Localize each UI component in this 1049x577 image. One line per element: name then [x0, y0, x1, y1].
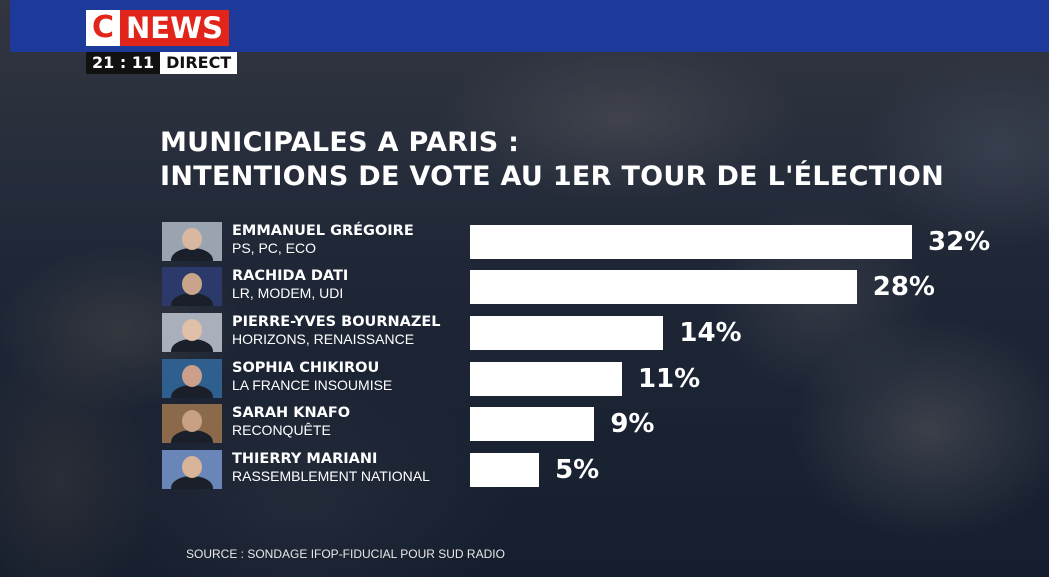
- candidate-name: RACHIDA DATI: [232, 268, 349, 284]
- chart-row: RACHIDA DATI LR, MODEM, UDI 28%: [0, 267, 1049, 311]
- candidate-photo-body: [171, 293, 213, 306]
- chart-bar: [470, 407, 595, 441]
- candidate-photo-body: [171, 248, 213, 261]
- candidate-photo-head: [182, 365, 202, 387]
- candidate-name: PIERRE-YVES BOURNAZEL: [232, 314, 441, 330]
- bar-value-label: 28%: [872, 272, 935, 302]
- cnews-logo: C NEWS: [86, 10, 229, 46]
- bar-value-label: 5%: [555, 455, 600, 485]
- candidate-name: SOPHIA CHIKIROU: [232, 360, 380, 376]
- candidate-party: HORIZONS, RENAISSANCE: [232, 331, 415, 347]
- chart-bar: [470, 453, 540, 487]
- candidate-party: LR, MODEM, UDI: [232, 285, 344, 301]
- logo-c: C: [86, 10, 120, 46]
- candidate-photo: [162, 313, 222, 352]
- candidate-name: THIERRY MARIANI: [232, 451, 378, 467]
- chart-row: SOPHIA CHIKIROU LA FRANCE INSOUMISE 11%: [0, 359, 1049, 403]
- candidate-photo-head: [182, 228, 202, 250]
- chart-row: SARAH KNAFO RECONQUÊTE 9%: [0, 404, 1049, 448]
- candidate-photo-body: [171, 430, 213, 443]
- candidate-name: EMMANUEL GRÉGOIRE: [232, 223, 414, 239]
- bar-value-label: 14%: [679, 318, 742, 348]
- candidate-photo-body: [171, 339, 213, 352]
- logo-news: NEWS: [120, 10, 229, 46]
- candidate-party: PS, PC, ECO: [232, 240, 317, 256]
- chart-bar: [470, 362, 622, 396]
- title-line-1: MUNICIPALES A PARIS :: [160, 127, 520, 158]
- candidate-photo-body: [171, 476, 213, 489]
- candidate-photo-body: [171, 385, 213, 398]
- candidate-photo: [162, 222, 222, 261]
- chart-bar: [470, 316, 664, 350]
- live-label: DIRECT: [160, 52, 238, 74]
- candidate-party: LA FRANCE INSOUMISE: [232, 377, 393, 393]
- chart-row: THIERRY MARIANI RASSEMBLEMENT NATIONAL 5%: [0, 450, 1049, 494]
- bar-value-label: 9%: [610, 409, 655, 439]
- candidate-photo-head: [182, 319, 202, 341]
- candidate-photo: [162, 404, 222, 443]
- candidate-photo-head: [182, 410, 202, 432]
- bar-value-label: 32%: [928, 227, 991, 257]
- candidate-party: RECONQUÊTE: [232, 422, 331, 438]
- candidate-photo: [162, 359, 222, 398]
- chart-bar: [470, 225, 912, 259]
- candidate-name: SARAH KNAFO: [232, 405, 351, 421]
- source-note: SOURCE : SONDAGE IFOP-FIDUCIAL POUR SUD …: [186, 547, 505, 561]
- live-clock: 21 : 11 DIRECT: [86, 52, 238, 74]
- title-line-2: INTENTIONS DE VOTE AU 1ER TOUR DE L'ÉLEC…: [160, 161, 944, 192]
- candidate-photo-head: [182, 273, 202, 295]
- chart-bar: [470, 270, 857, 304]
- chart-row: PIERRE-YVES BOURNAZEL HORIZONS, RENAISSAN…: [0, 313, 1049, 357]
- bar-value-label: 11%: [637, 364, 701, 394]
- chart-title: MUNICIPALES A PARIS : INTENTIONS DE VOTE…: [160, 126, 944, 194]
- candidate-photo: [162, 267, 222, 306]
- candidate-photo-head: [182, 456, 202, 478]
- candidate-party: RASSEMBLEMENT NATIONAL: [232, 468, 430, 484]
- clock-time: 21 : 11: [86, 52, 161, 74]
- chart-row: EMMANUEL GRÉGOIRE PS, PC, ECO 32%: [0, 222, 1049, 266]
- candidate-photo: [162, 450, 222, 489]
